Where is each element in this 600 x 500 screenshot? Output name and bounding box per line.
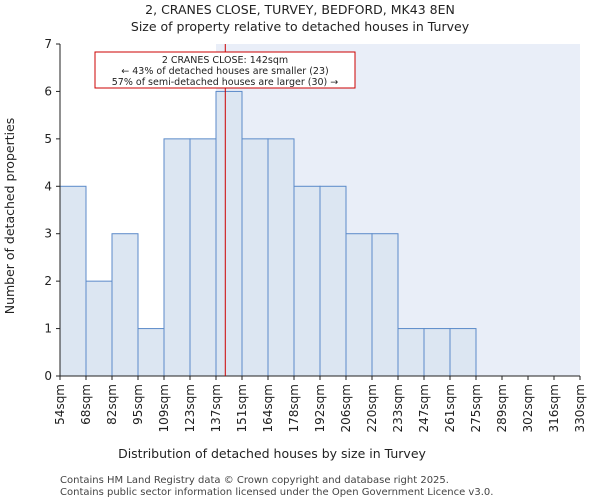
y-tick-label: 3 xyxy=(44,227,52,241)
footer-line2: Contains public sector information licen… xyxy=(60,487,493,498)
y-tick-label: 7 xyxy=(44,37,52,51)
x-tick-label: 178sqm xyxy=(287,384,301,432)
bar xyxy=(267,138,295,377)
y-tick-label: 1 xyxy=(44,322,52,336)
annotation-line3: 57% of semi-detached houses are larger (… xyxy=(112,77,339,88)
x-tick-label: 151sqm xyxy=(235,384,249,432)
annotation-line2: ← 43% of detached houses are smaller (23… xyxy=(121,66,328,77)
x-tick-label: 289sqm xyxy=(495,384,509,432)
bar xyxy=(319,185,347,377)
x-tick-label: 275sqm xyxy=(469,384,483,432)
x-tick-label: 316sqm xyxy=(547,384,561,432)
x-tick-label: 164sqm xyxy=(261,384,275,432)
bar xyxy=(345,233,373,377)
x-tick-label: 137sqm xyxy=(209,384,223,432)
bar xyxy=(137,328,165,377)
x-ticks-layer: 54sqm 68sqm 82sqm 95sqm 109sqm 123sqm 137sqm 15… xyxy=(53,376,587,432)
y-axis-label: Number of detached properties xyxy=(2,118,17,315)
bar xyxy=(449,328,477,377)
bar xyxy=(423,328,451,377)
x-axis-label: Distribution of detached houses by size … xyxy=(118,446,426,461)
x-tick-label: 233sqm xyxy=(391,384,405,432)
annotation-line1: 2 CRANES CLOSE: 142sqm xyxy=(162,55,288,66)
y-ticks-layer: 0 1 2 3 4 5 6 7 xyxy=(44,37,60,383)
x-tick-label: 302sqm xyxy=(521,384,535,432)
bar xyxy=(293,185,321,377)
y-tick-label: 4 xyxy=(44,179,52,193)
chart-title-line2: Size of property relative to detached ho… xyxy=(131,19,470,34)
x-tick-label: 123sqm xyxy=(183,384,197,432)
bar xyxy=(111,233,139,377)
bar xyxy=(85,280,113,377)
x-tick-label: 95sqm xyxy=(131,384,145,425)
bar xyxy=(163,138,191,377)
annotation-border xyxy=(94,51,356,89)
bar xyxy=(397,328,425,377)
y-tick-label: 2 xyxy=(44,274,52,288)
bar xyxy=(59,185,87,377)
y-tick-label: 5 xyxy=(44,132,52,146)
annotation-box: 2 CRANES CLOSE: 142sqm ← 43% of detached… xyxy=(94,51,356,89)
bar xyxy=(371,233,399,377)
x-tick-label: 68sqm xyxy=(79,384,93,425)
bars-layer xyxy=(59,90,477,377)
chart-title-line1: 2, CRANES CLOSE, TURVEY, BEDFORD, MK43 8… xyxy=(145,2,455,17)
x-tick-label: 247sqm xyxy=(417,384,431,432)
bar xyxy=(241,138,269,377)
bar xyxy=(215,90,243,377)
x-tick-label: 54sqm xyxy=(53,384,67,425)
bar xyxy=(189,138,217,377)
x-tick-label: 82sqm xyxy=(105,384,119,425)
x-tick-label: 109sqm xyxy=(157,384,171,432)
x-tick-label: 261sqm xyxy=(443,384,457,432)
x-tick-label: 206sqm xyxy=(339,384,353,432)
x-tick-label: 192sqm xyxy=(313,384,327,432)
x-tick-label: 220sqm xyxy=(365,384,379,432)
x-tick-label: 330sqm xyxy=(573,384,587,432)
y-tick-label: 0 xyxy=(44,369,52,383)
footer-line1: Contains HM Land Registry data © Crown c… xyxy=(60,475,449,486)
y-tick-label: 6 xyxy=(44,84,52,98)
